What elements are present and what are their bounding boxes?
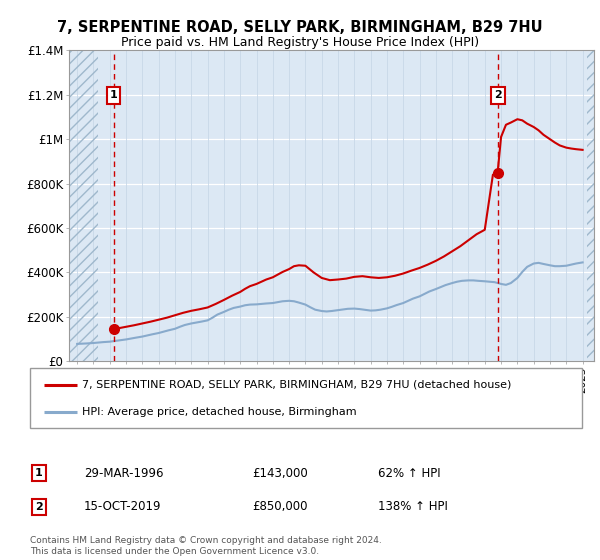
Text: Contains HM Land Registry data © Crown copyright and database right 2024.
This d: Contains HM Land Registry data © Crown c… xyxy=(30,536,382,556)
Text: HPI: Average price, detached house, Birmingham: HPI: Average price, detached house, Birm… xyxy=(82,407,357,417)
Text: 7, SERPENTINE ROAD, SELLY PARK, BIRMINGHAM, B29 7HU: 7, SERPENTINE ROAD, SELLY PARK, BIRMINGH… xyxy=(57,20,543,35)
Text: Price paid vs. HM Land Registry's House Price Index (HPI): Price paid vs. HM Land Registry's House … xyxy=(121,36,479,49)
Text: £143,000: £143,000 xyxy=(252,466,308,480)
Text: 138% ↑ HPI: 138% ↑ HPI xyxy=(378,500,448,514)
Text: 62% ↑ HPI: 62% ↑ HPI xyxy=(378,466,440,480)
Text: 2: 2 xyxy=(494,91,502,100)
Text: 1: 1 xyxy=(35,468,43,478)
Text: 7, SERPENTINE ROAD, SELLY PARK, BIRMINGHAM, B29 7HU (detached house): 7, SERPENTINE ROAD, SELLY PARK, BIRMINGH… xyxy=(82,380,512,390)
Text: £850,000: £850,000 xyxy=(252,500,308,514)
FancyBboxPatch shape xyxy=(30,368,582,428)
Text: 2: 2 xyxy=(35,502,43,512)
Text: 1: 1 xyxy=(110,91,118,100)
Text: 29-MAR-1996: 29-MAR-1996 xyxy=(84,466,163,480)
Text: 15-OCT-2019: 15-OCT-2019 xyxy=(84,500,161,514)
